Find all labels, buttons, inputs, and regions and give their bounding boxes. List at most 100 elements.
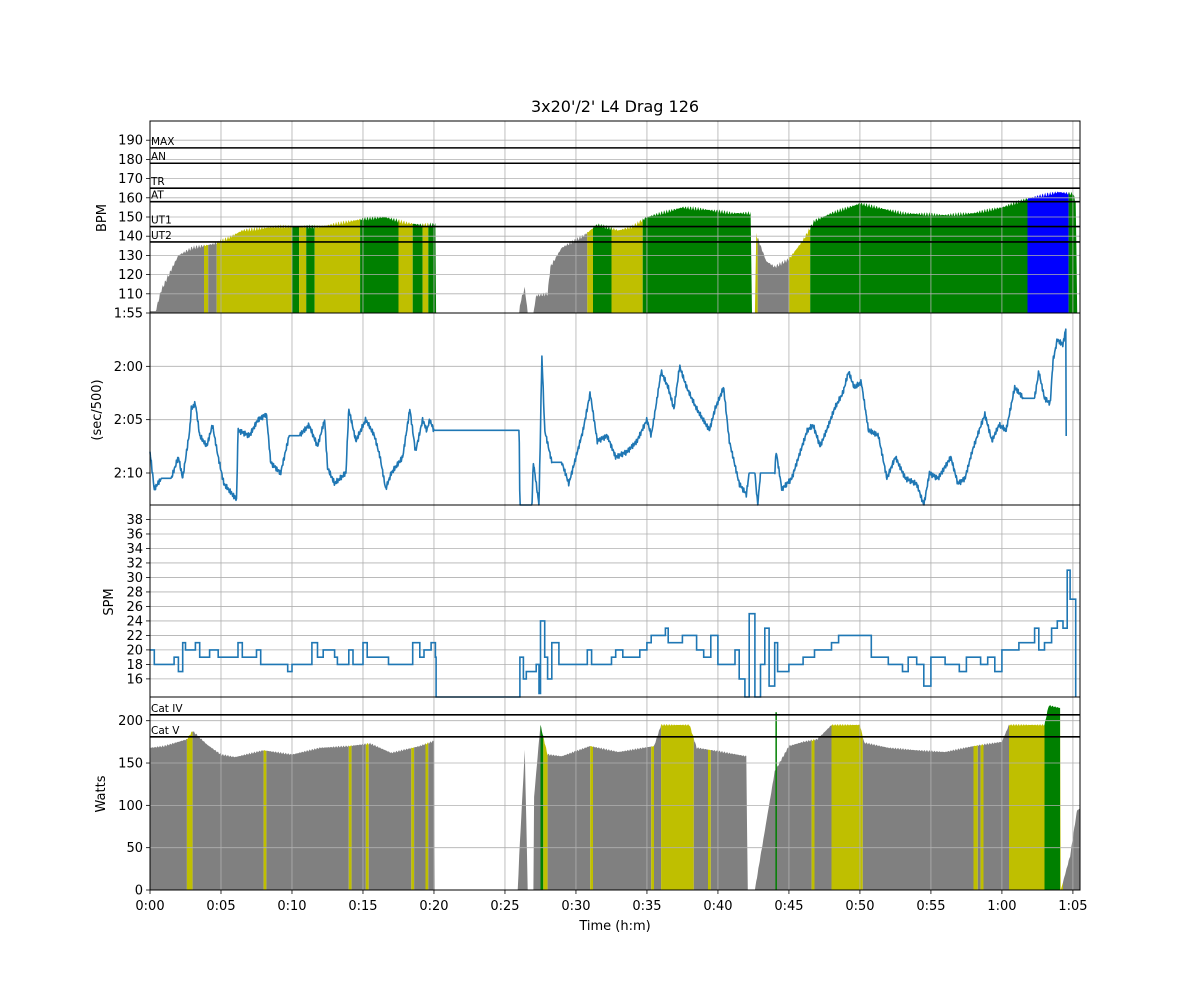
time-tick-label: 0:30 xyxy=(561,899,590,914)
hr-fill-gray-band xyxy=(757,238,789,313)
time-axis-label: Time (h:m) xyxy=(578,919,650,934)
chart-title: 3x20'/2' L4 Drag 126 xyxy=(531,97,699,116)
pace-tick-label: 2:10 xyxy=(114,467,143,482)
power-fill-yellow-band xyxy=(811,739,815,890)
power-tick-label: 150 xyxy=(118,757,143,772)
power-fill-yellow-band xyxy=(661,724,694,890)
time-tick-label: 0:40 xyxy=(703,899,732,914)
hr-tick-label: 170 xyxy=(118,172,143,187)
hr-fill-yellow-band xyxy=(299,225,307,313)
pace-line xyxy=(149,328,1067,506)
power-panel: Cat IV Cat V 0 50 100 150 200 Watts xyxy=(94,697,1080,899)
power-tick-label: 200 xyxy=(118,714,143,729)
spm-tick-label: 32 xyxy=(126,556,143,571)
time-tick-label: 0:00 xyxy=(135,899,164,914)
power-fill-yellow-band xyxy=(1060,707,1063,890)
hr-fill-green-band xyxy=(593,223,612,313)
power-tick-label: 50 xyxy=(126,841,143,856)
pace-panel: 1:55 2:00 2:05 2:10 (sec/500) xyxy=(90,307,1080,506)
heart-rate-fill xyxy=(150,191,1080,313)
spm-tick-label: 20 xyxy=(126,643,143,658)
spm-tick-label: 18 xyxy=(126,658,143,673)
hr-zone-label: TR xyxy=(150,176,165,188)
pace-tick-label: 2:05 xyxy=(114,413,143,428)
power-fill-gray-band xyxy=(977,744,981,890)
hr-tick-label: 110 xyxy=(118,287,143,302)
hr-fill-gray-band xyxy=(150,244,204,313)
spm-tick-label: 28 xyxy=(126,585,143,600)
power-fill-gray-band xyxy=(192,731,264,890)
hr-fill-green-band xyxy=(360,215,399,313)
hr-zone-label: AT xyxy=(151,190,164,202)
hr-fill-green-band xyxy=(642,206,752,313)
hr-fill-yellow-band xyxy=(611,218,643,313)
power-zone-label: Cat IV xyxy=(151,703,183,715)
hr-fill-gray-band xyxy=(505,232,588,313)
hr-zone-label: MAX xyxy=(151,136,174,148)
power-fill-yellow-band xyxy=(411,747,415,890)
hr-fill-green-band xyxy=(412,223,423,313)
hr-fill-yellow-band xyxy=(398,219,413,313)
hr-fill-yellow-band xyxy=(788,228,811,313)
hr-fill-yellow-band xyxy=(314,218,361,313)
hr-tick-label: 180 xyxy=(118,153,143,168)
power-fill-gray-band xyxy=(517,724,541,890)
hr-zone-label: UT2 xyxy=(151,230,172,242)
power-fill-gray-band xyxy=(693,738,708,890)
power-fill-yellow-band xyxy=(973,745,978,890)
hr-fill-blue-band xyxy=(1027,191,1069,313)
power-fill-yellow-band xyxy=(1009,723,1045,890)
power-fill-gray-band xyxy=(710,750,748,890)
hr-tick-label: 120 xyxy=(118,268,143,283)
hr-fill-yellow-band xyxy=(587,228,593,313)
power-fill-gray-band xyxy=(983,724,1009,890)
power-fill-gray-band xyxy=(1063,808,1080,890)
power-ticks: 0 50 100 150 200 xyxy=(118,714,150,899)
time-tick-label: 0:10 xyxy=(277,899,306,914)
hr-fill-yellow-band xyxy=(752,232,758,313)
hr-tick-label: 160 xyxy=(118,191,143,206)
pace-axis-label: (sec/500) xyxy=(90,379,105,440)
power-fill-gray-band xyxy=(547,746,591,890)
power-fill-gray-band xyxy=(368,742,412,890)
spm-tick-label: 16 xyxy=(126,672,143,687)
power-fill-yellow-band xyxy=(590,746,593,890)
power-axis-label: Watts xyxy=(94,775,109,812)
spm-tick-label: 34 xyxy=(126,542,143,557)
spm-tick-label: 30 xyxy=(126,571,143,586)
power-fill-yellow-band xyxy=(831,724,863,890)
time-tick-label: 0:50 xyxy=(845,899,874,914)
power-fill-gray-band xyxy=(814,724,832,890)
pace-ticks: 1:55 2:00 2:05 2:10 xyxy=(114,307,150,482)
hr-fill-green-band xyxy=(1068,191,1080,313)
power-tick-label: 0 xyxy=(135,884,143,899)
power-fill-gray-band xyxy=(754,739,812,890)
heart-rate-ticks: 110 120 130 140 150 160 170 180 190 xyxy=(118,134,150,302)
stroke-rate-line xyxy=(150,569,1077,698)
power-fill-gray-band xyxy=(654,724,662,890)
panel-frames xyxy=(149,120,1081,891)
power-fill-gray-band xyxy=(862,737,974,890)
hr-fill-yellow-band xyxy=(216,224,292,313)
heart-rate-axis-label: BPM xyxy=(95,204,110,232)
power-fill-gray-band xyxy=(266,745,349,890)
pace-tick-label: 1:55 xyxy=(114,307,143,322)
time-axis: 0:00 0:05 0:10 0:15 0:20 0:25 0:30 0:35 0:40 0:45… xyxy=(135,890,1088,914)
power-fill-gray-band xyxy=(414,743,426,890)
power-zone-label: Cat V xyxy=(151,725,180,737)
power-fill-gray-band xyxy=(150,739,187,890)
power-frame xyxy=(149,696,1081,891)
hr-zone-label: UT1 xyxy=(151,215,172,227)
power-fill xyxy=(150,704,1080,890)
stroke-rate-axis-label: SPM xyxy=(102,588,117,615)
power-fill-yellow-band xyxy=(186,730,193,890)
time-tick-label: 0:15 xyxy=(348,899,377,914)
time-tick-label: 0:05 xyxy=(206,899,235,914)
spm-tick-label: 26 xyxy=(126,600,143,615)
power-fill-green-band xyxy=(1044,704,1061,890)
hr-fill-gray-band xyxy=(208,241,217,313)
hr-tick-label: 190 xyxy=(118,134,143,149)
hr-fill-green-band xyxy=(428,222,437,313)
